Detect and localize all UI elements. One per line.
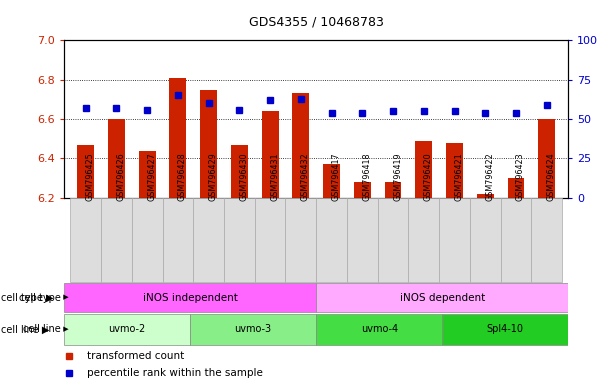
- Text: GSM796422: GSM796422: [485, 152, 494, 201]
- Bar: [255, 198, 285, 282]
- Bar: [293, 93, 309, 198]
- Text: GDS4355 / 10468783: GDS4355 / 10468783: [249, 15, 384, 28]
- Text: transformed count: transformed count: [87, 351, 184, 361]
- Bar: [70, 198, 101, 282]
- Text: GSM796431: GSM796431: [270, 152, 279, 201]
- Bar: [415, 141, 432, 198]
- Bar: [347, 198, 378, 282]
- Text: cell line ▶: cell line ▶: [1, 324, 49, 334]
- Text: ▶: ▶: [61, 326, 68, 332]
- Text: iNOS dependent: iNOS dependent: [400, 293, 485, 303]
- Text: GSM796419: GSM796419: [393, 152, 402, 201]
- Text: GSM796432: GSM796432: [301, 152, 310, 201]
- Bar: [139, 151, 156, 198]
- Bar: [378, 198, 408, 282]
- Text: ▶: ▶: [61, 295, 68, 301]
- Bar: [200, 89, 217, 198]
- Text: uvmo-3: uvmo-3: [235, 324, 272, 334]
- Bar: [169, 78, 186, 198]
- Bar: [163, 198, 193, 282]
- Bar: [224, 198, 255, 282]
- Bar: [439, 198, 470, 282]
- Text: Spl4-10: Spl4-10: [487, 324, 524, 334]
- Text: GSM796421: GSM796421: [455, 152, 464, 201]
- Bar: [193, 198, 224, 282]
- Text: GSM796425: GSM796425: [86, 152, 95, 201]
- Text: GSM796427: GSM796427: [147, 152, 156, 201]
- Bar: [231, 145, 248, 198]
- Text: GSM796417: GSM796417: [332, 152, 340, 201]
- Bar: [64, 283, 316, 312]
- Text: cell line: cell line: [23, 324, 61, 334]
- Bar: [64, 314, 190, 345]
- Text: GSM796418: GSM796418: [362, 152, 371, 201]
- Text: uvmo-4: uvmo-4: [360, 324, 398, 334]
- Bar: [408, 198, 439, 282]
- Text: cell type: cell type: [19, 293, 61, 303]
- Bar: [285, 198, 316, 282]
- Bar: [262, 111, 279, 198]
- Bar: [470, 198, 500, 282]
- Bar: [316, 283, 568, 312]
- Bar: [77, 145, 94, 198]
- Text: percentile rank within the sample: percentile rank within the sample: [87, 368, 263, 378]
- Bar: [354, 182, 371, 198]
- Text: GSM796429: GSM796429: [208, 152, 218, 201]
- Bar: [132, 198, 163, 282]
- Bar: [442, 314, 568, 345]
- Bar: [500, 198, 532, 282]
- Text: GSM796420: GSM796420: [424, 152, 433, 201]
- Bar: [446, 142, 463, 198]
- Text: iNOS independent: iNOS independent: [143, 293, 238, 303]
- Text: cell type ▶: cell type ▶: [1, 293, 54, 303]
- Text: uvmo-2: uvmo-2: [109, 324, 146, 334]
- Text: GSM796430: GSM796430: [240, 152, 248, 201]
- Text: GSM796424: GSM796424: [547, 152, 556, 201]
- Bar: [538, 119, 555, 198]
- Text: GSM796423: GSM796423: [516, 152, 525, 201]
- Text: GSM796426: GSM796426: [117, 152, 125, 201]
- Bar: [108, 119, 125, 198]
- Bar: [316, 314, 442, 345]
- Bar: [477, 194, 494, 198]
- Bar: [384, 182, 401, 198]
- Text: GSM796428: GSM796428: [178, 152, 187, 201]
- Bar: [532, 198, 562, 282]
- Bar: [323, 164, 340, 198]
- Bar: [190, 314, 316, 345]
- Bar: [508, 178, 524, 198]
- Bar: [101, 198, 132, 282]
- Bar: [316, 198, 347, 282]
